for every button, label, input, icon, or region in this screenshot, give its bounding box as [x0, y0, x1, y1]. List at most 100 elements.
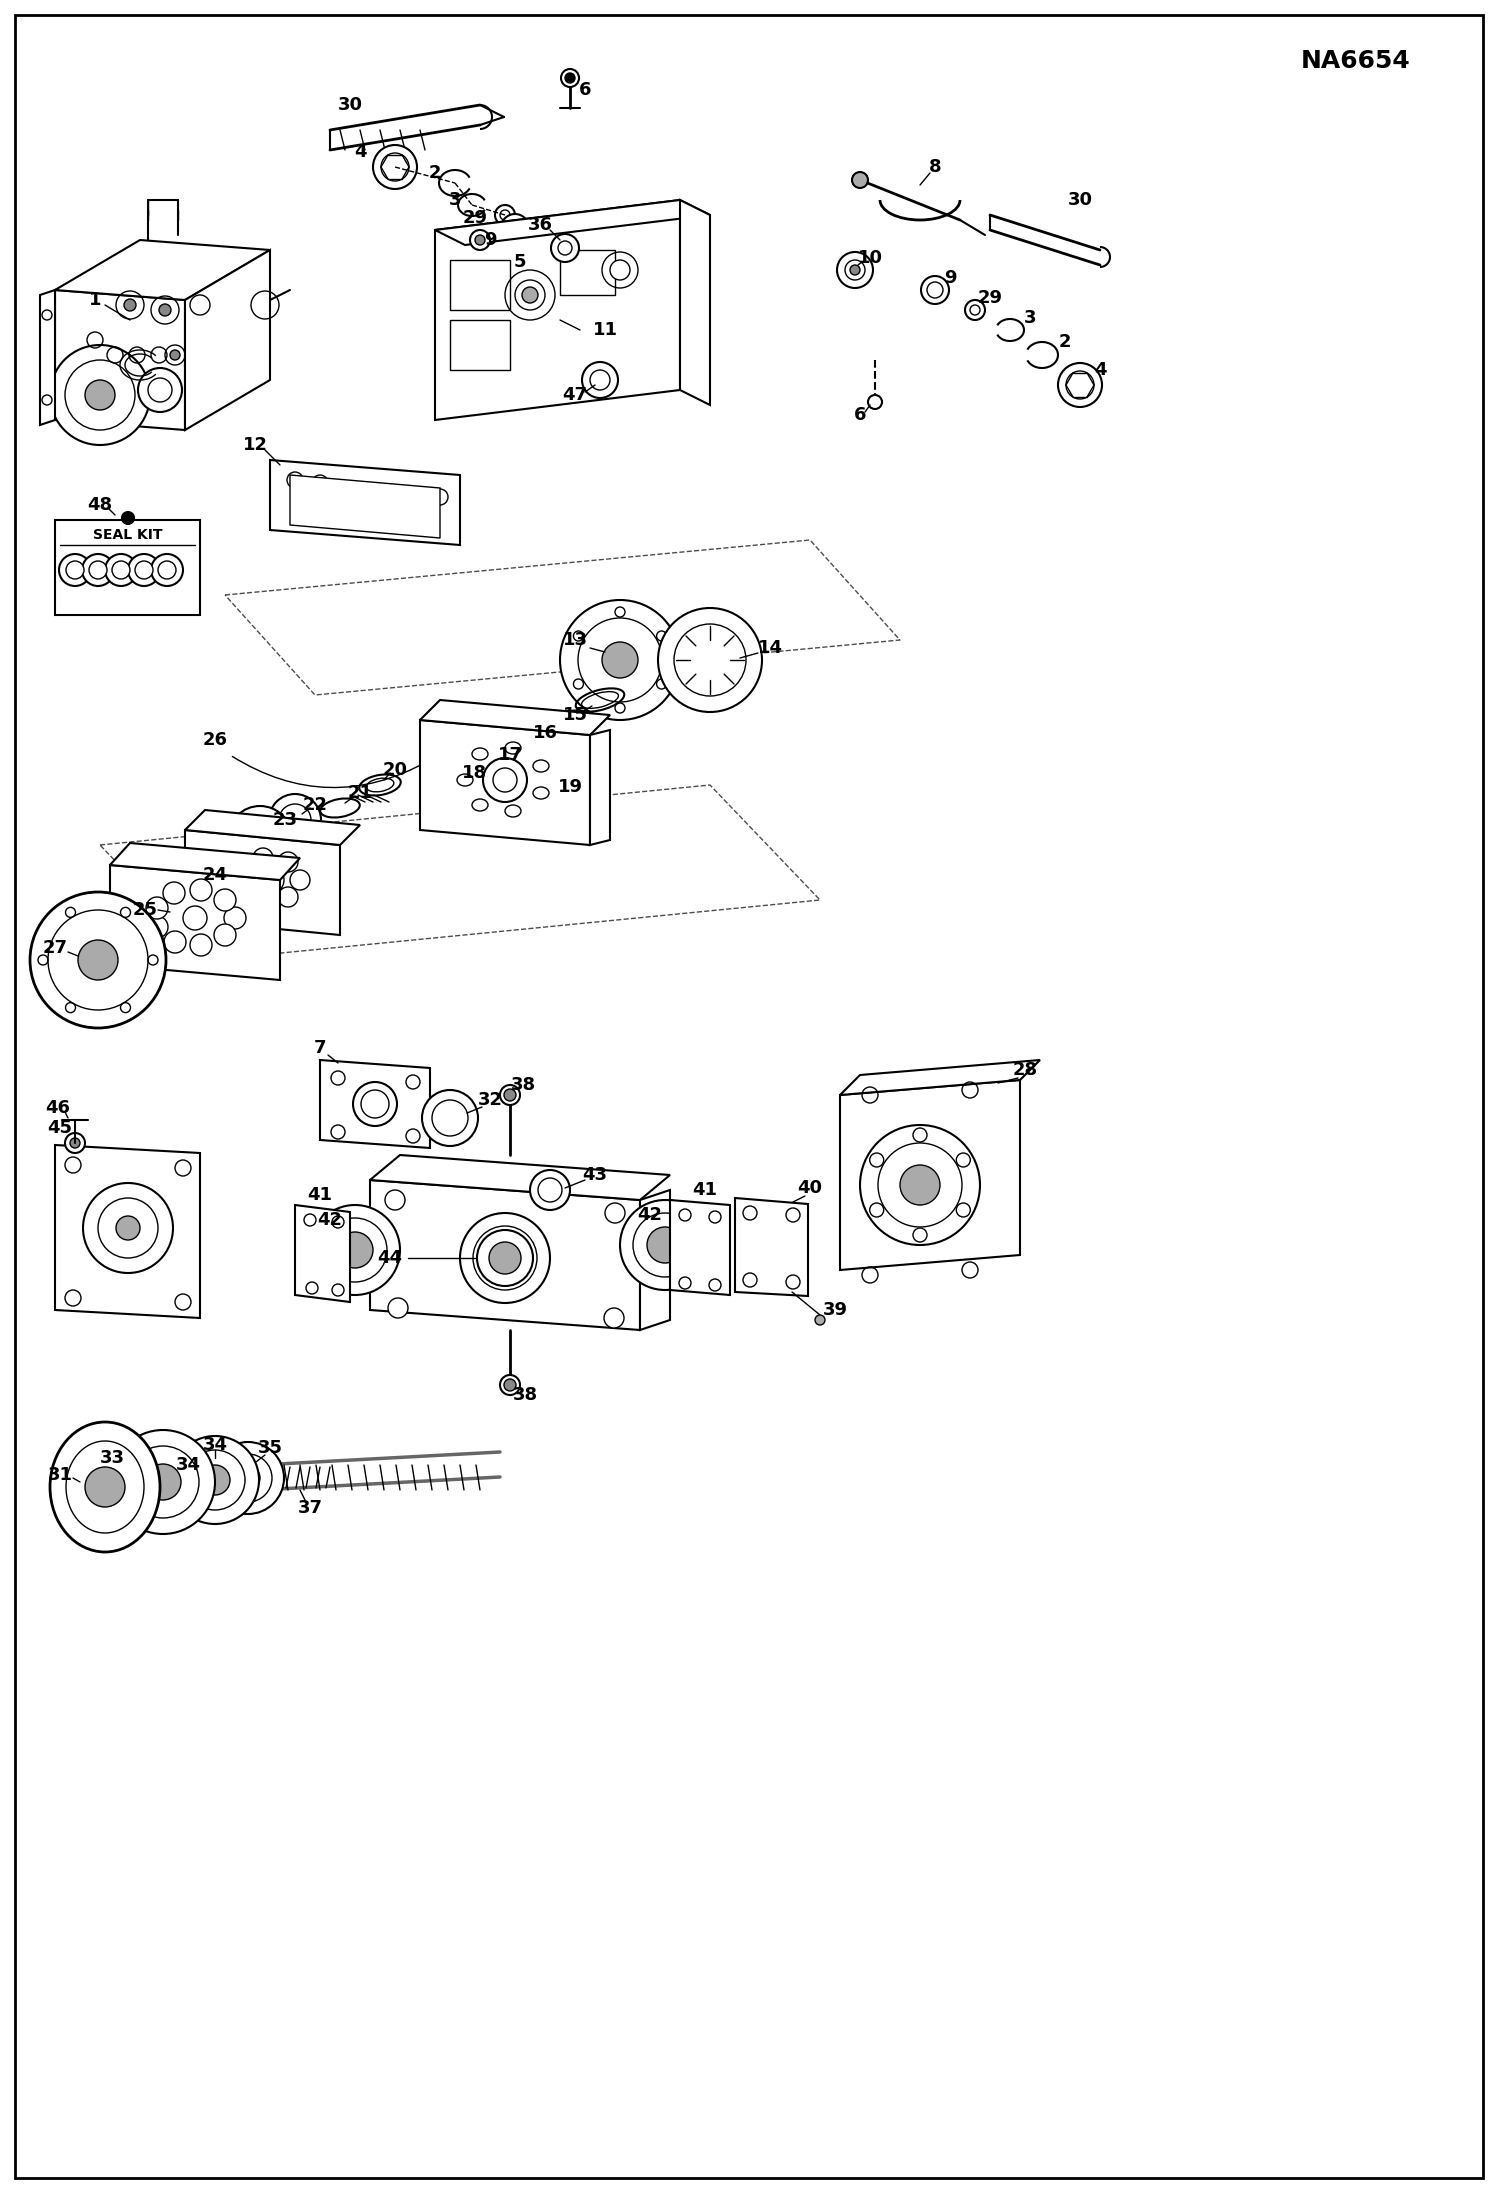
Circle shape: [159, 305, 171, 316]
Circle shape: [488, 1241, 521, 1274]
Circle shape: [111, 1430, 216, 1533]
Text: 29: 29: [978, 289, 1002, 307]
Text: 3: 3: [449, 191, 461, 208]
Text: 47: 47: [563, 386, 587, 404]
Circle shape: [431, 1101, 467, 1136]
Text: 4: 4: [1094, 362, 1106, 379]
Circle shape: [493, 768, 517, 792]
Polygon shape: [321, 1059, 430, 1147]
Circle shape: [105, 555, 136, 586]
Text: 10: 10: [857, 250, 882, 268]
Circle shape: [634, 1213, 697, 1276]
Circle shape: [503, 1379, 515, 1390]
Text: NA6654: NA6654: [1300, 50, 1411, 72]
Ellipse shape: [66, 1441, 144, 1533]
Text: 23: 23: [273, 811, 298, 829]
Circle shape: [291, 871, 310, 890]
Circle shape: [237, 1465, 261, 1489]
Text: 32: 32: [478, 1090, 502, 1110]
Circle shape: [82, 1182, 172, 1272]
Circle shape: [225, 908, 246, 930]
Ellipse shape: [472, 798, 488, 811]
Circle shape: [361, 1090, 389, 1118]
Text: 9: 9: [484, 230, 496, 250]
Text: 31: 31: [48, 1465, 72, 1485]
Text: 12: 12: [243, 436, 268, 454]
Circle shape: [422, 1090, 478, 1147]
Circle shape: [232, 879, 252, 899]
Ellipse shape: [505, 805, 521, 818]
Ellipse shape: [533, 787, 548, 798]
Circle shape: [256, 866, 285, 895]
Text: 4: 4: [354, 143, 366, 160]
Circle shape: [78, 941, 118, 980]
Circle shape: [476, 1230, 533, 1285]
Text: 30: 30: [1068, 191, 1092, 208]
Circle shape: [610, 261, 631, 281]
Circle shape: [388, 1298, 407, 1318]
Circle shape: [912, 1127, 927, 1143]
Polygon shape: [270, 461, 460, 546]
Circle shape: [127, 1445, 199, 1518]
Text: 9: 9: [944, 270, 956, 287]
Text: 37: 37: [298, 1500, 322, 1518]
Polygon shape: [670, 1200, 730, 1296]
Circle shape: [560, 601, 680, 719]
Text: 7: 7: [313, 1039, 327, 1057]
Circle shape: [145, 897, 168, 919]
Circle shape: [145, 1465, 181, 1500]
Circle shape: [956, 1204, 971, 1217]
Text: 43: 43: [583, 1167, 608, 1184]
Circle shape: [121, 511, 133, 524]
Bar: [449, 261, 509, 309]
Text: 34: 34: [202, 1436, 228, 1454]
Text: 42: 42: [318, 1211, 343, 1228]
Polygon shape: [55, 239, 270, 300]
Polygon shape: [370, 1180, 640, 1329]
Text: 3: 3: [1023, 309, 1037, 327]
Circle shape: [1058, 364, 1103, 408]
Circle shape: [148, 377, 172, 401]
Circle shape: [845, 261, 864, 281]
Polygon shape: [295, 1204, 351, 1303]
Text: 16: 16: [532, 724, 557, 741]
Circle shape: [494, 204, 515, 226]
Text: 39: 39: [822, 1300, 848, 1318]
Polygon shape: [370, 1156, 670, 1200]
Text: 35: 35: [258, 1439, 283, 1456]
Circle shape: [460, 1213, 550, 1303]
Polygon shape: [184, 829, 340, 934]
Circle shape: [115, 1215, 139, 1239]
Circle shape: [312, 476, 328, 491]
Circle shape: [184, 1450, 246, 1511]
Polygon shape: [680, 200, 710, 406]
Circle shape: [85, 1467, 124, 1507]
Circle shape: [487, 1239, 523, 1276]
Circle shape: [590, 371, 610, 390]
Text: 34: 34: [175, 1456, 201, 1474]
Circle shape: [279, 805, 312, 836]
Circle shape: [30, 893, 166, 1029]
Polygon shape: [40, 289, 55, 425]
Circle shape: [530, 1171, 571, 1211]
Text: 19: 19: [557, 779, 583, 796]
Circle shape: [127, 555, 160, 586]
Text: 21: 21: [348, 785, 373, 803]
Circle shape: [815, 1316, 825, 1325]
Circle shape: [475, 235, 485, 246]
Circle shape: [373, 145, 416, 189]
Circle shape: [232, 860, 252, 879]
Circle shape: [912, 1228, 927, 1241]
Circle shape: [201, 1465, 231, 1496]
Text: 15: 15: [563, 706, 587, 724]
Text: 18: 18: [463, 763, 487, 783]
Circle shape: [860, 1125, 980, 1246]
Text: 36: 36: [527, 215, 553, 235]
Circle shape: [900, 1164, 941, 1204]
Polygon shape: [291, 476, 440, 537]
Circle shape: [253, 849, 273, 868]
Circle shape: [64, 360, 135, 430]
Text: 28: 28: [1013, 1061, 1038, 1079]
Circle shape: [965, 300, 986, 320]
Polygon shape: [640, 1191, 670, 1329]
